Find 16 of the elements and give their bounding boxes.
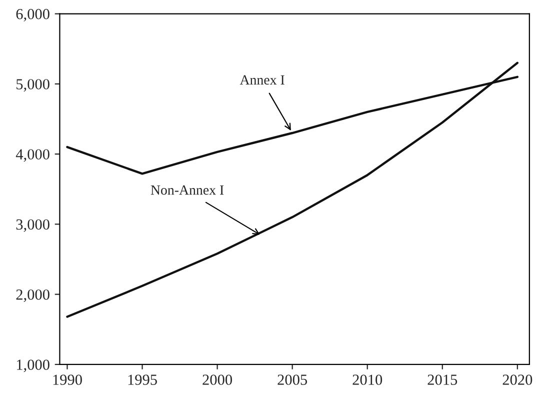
y-tick-label: 2,000 <box>16 289 50 302</box>
y-tick-label: 1,000 <box>16 360 50 372</box>
x-tick-label: 1990 <box>53 374 82 385</box>
annotation: Annex I <box>240 75 284 85</box>
x-tick-label: 1995 <box>128 374 157 385</box>
annotation: Non-Annex I <box>150 185 224 195</box>
y-tick-label: 4,000 <box>16 149 50 162</box>
x-tick-label: 2020 <box>502 374 532 385</box>
x-tick-label: 2000 <box>202 374 232 385</box>
x-tick-label: 2010 <box>352 374 382 385</box>
line-series <box>66 62 519 318</box>
y-tick-label: 3,000 <box>16 219 50 232</box>
x-tick-label: 2005 <box>278 374 308 385</box>
x-tick-label: 2015 <box>428 374 458 385</box>
y-tick-label: 6,000 <box>16 8 50 22</box>
y-tick-label: 5,000 <box>16 79 50 92</box>
